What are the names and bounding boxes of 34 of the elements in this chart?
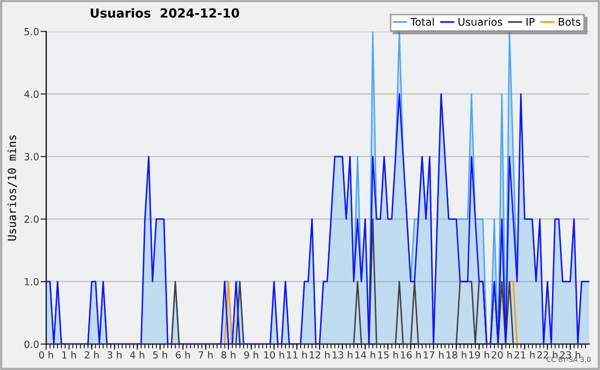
x-tick-label: 15 h (378, 351, 398, 359)
x-tick-label: 18 h (446, 351, 466, 359)
x-tick-label: 12 h (310, 351, 330, 358)
y-tick-label: 5.0 (24, 28, 39, 36)
x-tick-label: 17 h (424, 351, 444, 358)
x-tick-label: 0 h (39, 351, 54, 359)
x-tick-label: 7 h (198, 351, 213, 358)
chart-title: Usuarios 2024-12-10 (90, 8, 240, 18)
x-tick-label: 11 h (287, 351, 307, 358)
y-axis-title: Usuarios/10 mins (7, 135, 17, 240)
x-tick-label: 13 h (332, 351, 352, 359)
x-tick-label: 3 h (108, 351, 122, 359)
x-tick-label: 21 h (514, 351, 535, 358)
x-tick-label: 14 h (355, 351, 376, 358)
y-tick-label: 3.0 (24, 152, 39, 160)
y-tick-label: 1.0 (24, 278, 39, 286)
legend-label: Total (410, 18, 434, 26)
legend-label: Usuarios (458, 18, 502, 26)
legend-label: IP (526, 18, 535, 26)
y-tick-label: 0.0 (24, 340, 39, 348)
x-tick-label: 6 h (176, 351, 190, 359)
legend-label: Bots (558, 18, 580, 26)
x-tick-label: 8 h (221, 351, 236, 359)
x-tick-label: 10 h (264, 351, 284, 359)
x-tick-label: 4 h (130, 351, 144, 358)
y-tick-label: 4.0 (24, 90, 39, 98)
x-tick-label: 19 h (469, 351, 490, 359)
x-tick-label: 5 h (153, 351, 168, 359)
y-tick-label: 2.0 (24, 216, 39, 223)
x-tick-label: 20 h (492, 351, 512, 359)
x-tick-label: 9 h (244, 351, 258, 359)
x-tick-label: 1 h (62, 351, 76, 358)
x-tick-label: 2 h (84, 351, 99, 358)
x-tick-label: 16 h (400, 351, 421, 359)
